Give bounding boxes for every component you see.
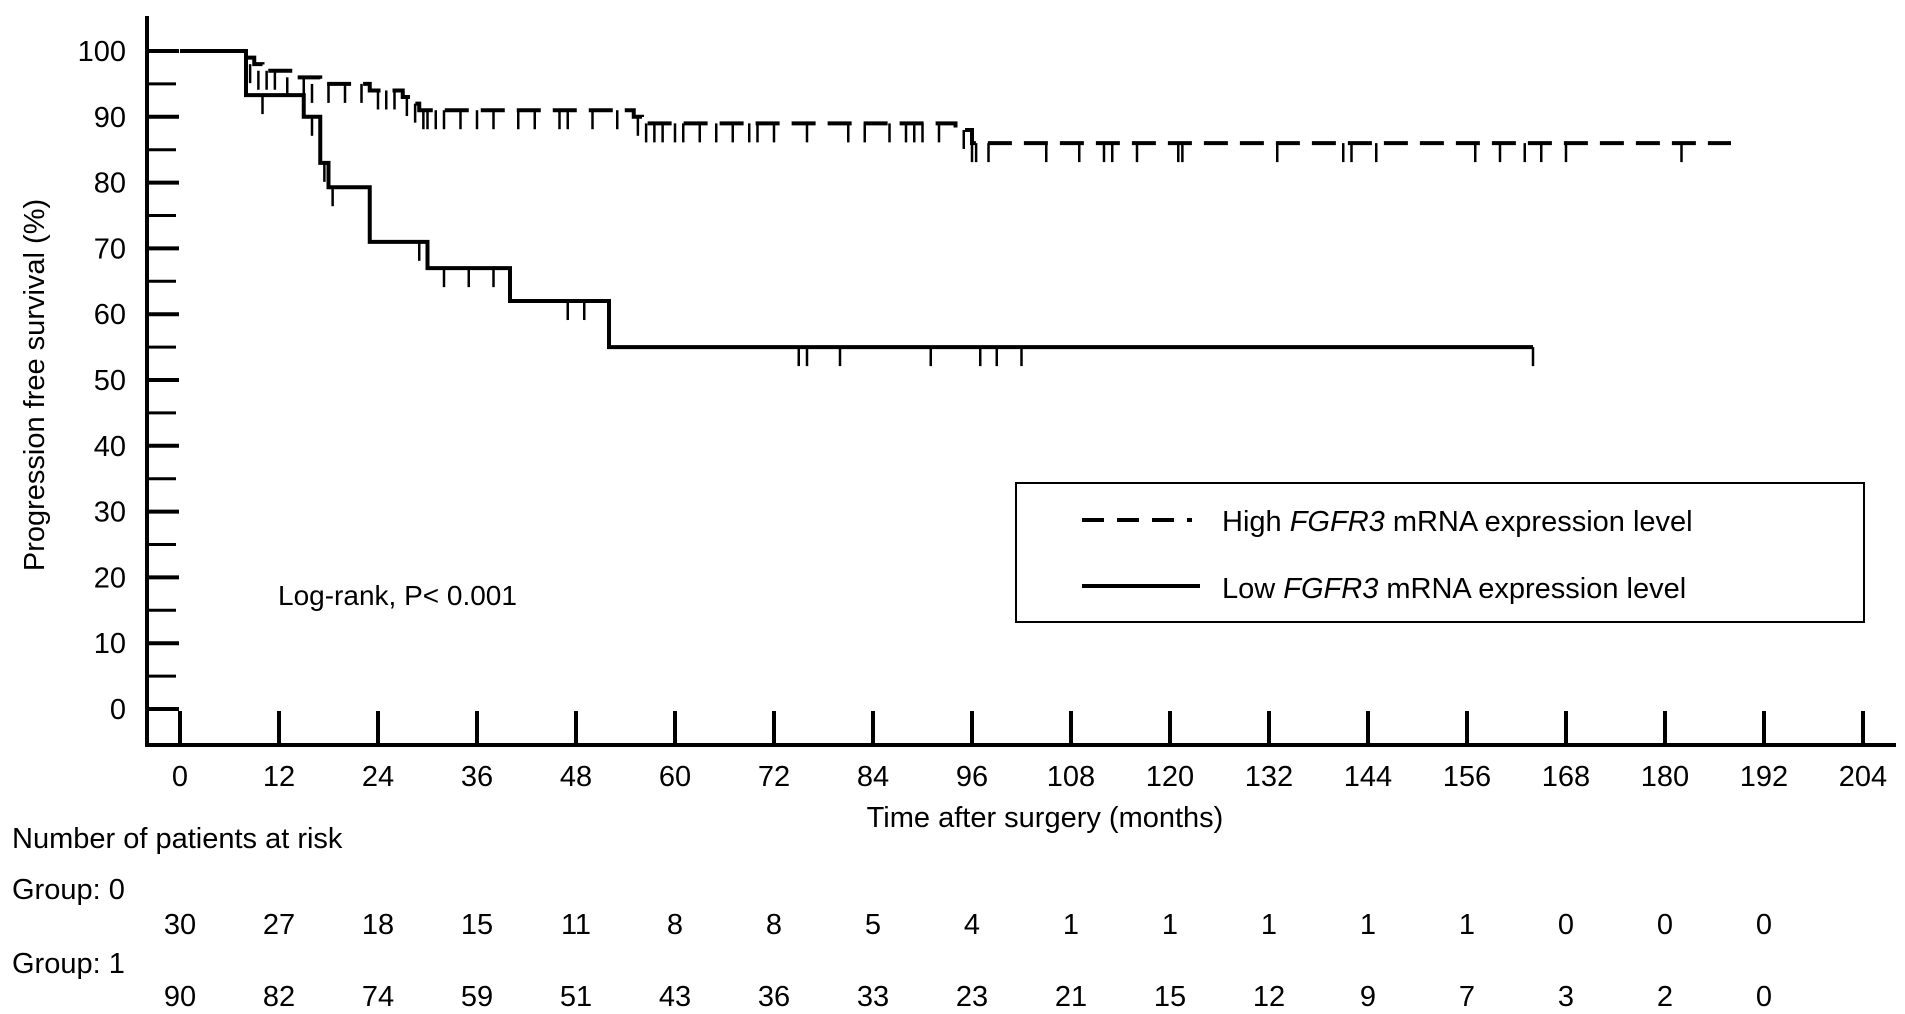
x-tick-label-84: 84 bbox=[857, 761, 889, 793]
risk-count-g0-1: 27 bbox=[263, 909, 295, 941]
risk-count-g1-14: 3 bbox=[1558, 981, 1574, 1013]
risk-group-0-label: Group: 0 bbox=[12, 874, 125, 906]
risk-count-g1-15: 2 bbox=[1657, 981, 1673, 1013]
risk-count-g0-3: 15 bbox=[461, 909, 493, 941]
y-tick-label-60: 60 bbox=[94, 299, 126, 331]
risk-table: 30 27 18 15 11 8 8 5 4 1 1 1 1 1 0 0 090 82 74 59 51 43 36 33 23… bbox=[164, 909, 1772, 1013]
risk-count-g1-1: 82 bbox=[263, 981, 295, 1013]
risk-count-g1-12: 9 bbox=[1360, 981, 1376, 1013]
legend-entry-high-prefix: High bbox=[1222, 506, 1290, 538]
risk-count-g1-5: 43 bbox=[659, 981, 691, 1013]
risk-count-g0-14: 0 bbox=[1558, 909, 1574, 941]
x-tick-label-48: 48 bbox=[560, 761, 592, 793]
x-tick-label-168: 168 bbox=[1542, 761, 1590, 793]
y-tick-label-40: 40 bbox=[94, 431, 126, 463]
x-tick-label-96: 96 bbox=[956, 761, 988, 793]
legend-box bbox=[1015, 482, 1865, 623]
x-tick-label-144: 144 bbox=[1344, 761, 1392, 793]
x-tick-label-24: 24 bbox=[362, 761, 394, 793]
risk-table-title: Number of patients at risk bbox=[12, 823, 343, 855]
risk-count-g0-10: 1 bbox=[1162, 909, 1178, 941]
x-tick-label-204: 204 bbox=[1839, 761, 1887, 793]
x-tick-label-132: 132 bbox=[1245, 761, 1293, 793]
x-ticks: 0 12 24 36 48 60 72 84 96 108 120 132 144 156 168 180 19… bbox=[172, 711, 1887, 793]
legend-entry-low: Low FGFR3 mRNA expression level bbox=[1222, 573, 1686, 605]
legend-entry-high-gene: FGFR3 bbox=[1290, 506, 1385, 538]
x-tick-label-72: 72 bbox=[758, 761, 790, 793]
series bbox=[180, 49, 1731, 367]
risk-count-g1-0: 90 bbox=[164, 981, 196, 1013]
risk-count-g0-13: 1 bbox=[1459, 909, 1475, 941]
y-tick-label-10: 10 bbox=[94, 628, 126, 660]
risk-count-g0-5: 8 bbox=[667, 909, 683, 941]
risk-count-g0-15: 0 bbox=[1657, 909, 1673, 941]
legend: High FGFR3 mRNA expression level Low FGF… bbox=[1015, 482, 1865, 623]
risk-count-g0-16: 0 bbox=[1756, 909, 1772, 941]
risk-count-g0-6: 8 bbox=[766, 909, 782, 941]
y-tick-label-90: 90 bbox=[94, 102, 126, 134]
x-tick-label-192: 192 bbox=[1740, 761, 1788, 793]
legend-entry-low-prefix: Low bbox=[1222, 573, 1283, 605]
x-tick-label-0: 0 bbox=[172, 761, 188, 793]
x-tick-label-108: 108 bbox=[1047, 761, 1095, 793]
y-ticks: 0 10 20 30 40 50 60 70 80 90 100 bbox=[78, 36, 179, 726]
risk-count-g0-11: 1 bbox=[1261, 909, 1277, 941]
y-tick-label-20: 20 bbox=[94, 562, 126, 594]
y-tick-label-30: 30 bbox=[94, 497, 126, 529]
risk-count-g0-0: 30 bbox=[164, 909, 196, 941]
y-tick-label-70: 70 bbox=[94, 233, 126, 265]
risk-count-g0-8: 4 bbox=[964, 909, 980, 941]
logrank-annotation: Log-rank, P< 0.001 bbox=[278, 580, 517, 611]
risk-count-g1-9: 21 bbox=[1055, 981, 1087, 1013]
x-tick-label-36: 36 bbox=[461, 761, 493, 793]
legend-entry-high-suffix: mRNA expression level bbox=[1385, 506, 1693, 538]
risk-count-g1-10: 15 bbox=[1154, 981, 1186, 1013]
risk-count-g0-12: 1 bbox=[1360, 909, 1376, 941]
series-high-line bbox=[180, 49, 1731, 146]
risk-count-g1-8: 23 bbox=[956, 981, 988, 1013]
y-tick-label-100: 100 bbox=[78, 36, 126, 68]
risk-count-g0-4: 11 bbox=[561, 909, 591, 941]
risk-count-g0-2: 18 bbox=[362, 909, 394, 941]
risk-count-g1-4: 51 bbox=[560, 981, 592, 1013]
y-tick-label-50: 50 bbox=[94, 365, 126, 397]
x-tick-label-156: 156 bbox=[1443, 761, 1491, 793]
risk-count-g1-3: 59 bbox=[461, 981, 493, 1013]
risk-count-g1-16: 0 bbox=[1756, 981, 1772, 1013]
risk-count-g1-13: 7 bbox=[1459, 981, 1475, 1013]
legend-entry-low-gene: FGFR3 bbox=[1283, 573, 1378, 605]
risk-count-g1-7: 33 bbox=[857, 981, 889, 1013]
legend-entry-low-suffix: mRNA expression level bbox=[1378, 573, 1686, 605]
x-tick-label-120: 120 bbox=[1146, 761, 1194, 793]
x-axis-label: Time after surgery (months) bbox=[867, 802, 1224, 834]
risk-count-g1-2: 74 bbox=[362, 981, 394, 1013]
risk-count-g1-6: 36 bbox=[758, 981, 790, 1013]
legend-entry-high: High FGFR3 mRNA expression level bbox=[1222, 506, 1693, 538]
y-tick-label-0: 0 bbox=[110, 694, 126, 726]
axes bbox=[145, 16, 1896, 747]
y-axis-label: Progression free survival (%) bbox=[19, 199, 51, 571]
x-tick-label-180: 180 bbox=[1641, 761, 1689, 793]
y-tick-label-80: 80 bbox=[94, 168, 126, 200]
risk-count-g0-9: 1 bbox=[1063, 909, 1079, 941]
risk-group-1-label: Group: 1 bbox=[12, 948, 125, 980]
risk-count-g1-11: 12 bbox=[1253, 981, 1285, 1013]
series-low-line bbox=[180, 49, 1533, 350]
x-tick-label-60: 60 bbox=[659, 761, 691, 793]
x-tick-label-12: 12 bbox=[263, 761, 295, 793]
risk-count-g0-7: 5 bbox=[865, 909, 881, 941]
